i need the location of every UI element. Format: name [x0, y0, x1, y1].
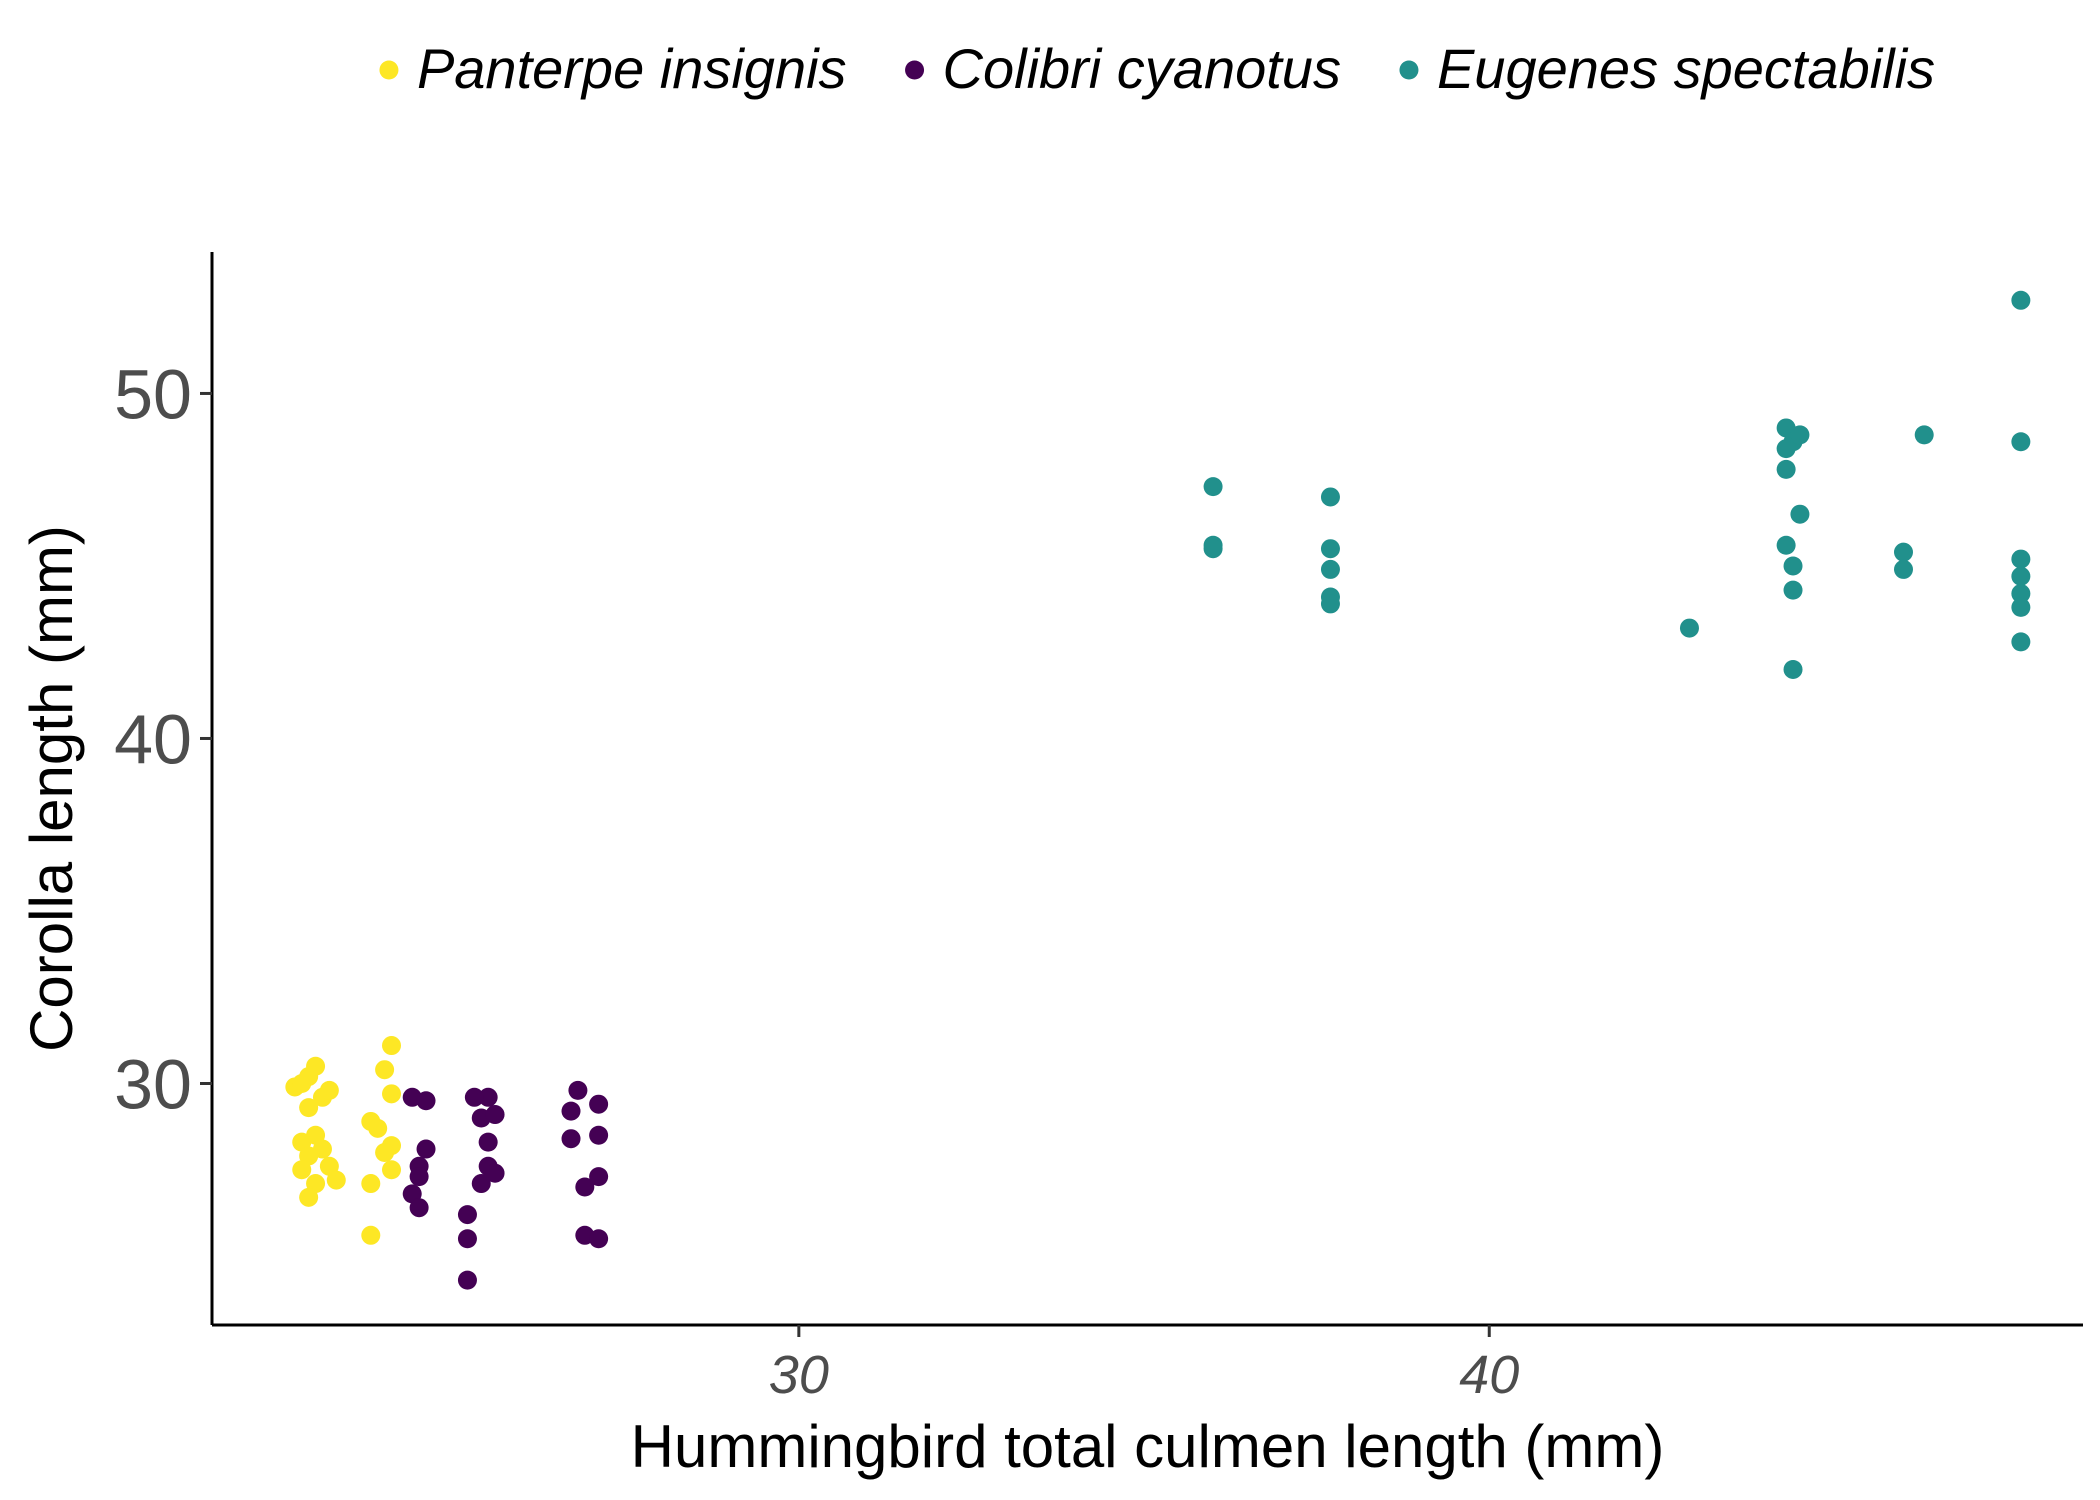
data-point	[1776, 439, 1796, 459]
data-point	[589, 1125, 609, 1145]
data-point	[368, 1118, 388, 1138]
data-point	[568, 1080, 588, 1100]
data-point	[375, 1142, 395, 1162]
y-tick-label: 40	[114, 700, 192, 778]
data-point	[1783, 580, 1803, 600]
data-point	[375, 1060, 395, 1080]
y-tick-label: 30	[114, 1045, 192, 1123]
data-point	[416, 1139, 436, 1159]
data-point	[2011, 632, 2031, 652]
x-tick-label: 40	[1459, 1345, 1519, 1405]
data-point	[1203, 477, 1223, 497]
data-point	[1893, 559, 1913, 579]
data-point	[2011, 432, 2031, 452]
series-panterpe-insignis	[285, 1036, 402, 1245]
data-point	[2011, 597, 2031, 617]
data-point	[299, 1098, 319, 1118]
data-point	[2011, 566, 2031, 586]
data-point	[589, 1229, 609, 1249]
data-point	[485, 1105, 505, 1125]
data-point	[1776, 459, 1796, 479]
data-point	[382, 1160, 402, 1180]
data-point	[1893, 542, 1913, 562]
data-point	[319, 1080, 339, 1100]
data-point	[1320, 594, 1340, 614]
legend-item: Panterpe insignis	[379, 37, 847, 100]
data-point	[361, 1225, 381, 1245]
data-points	[285, 290, 2031, 1290]
data-point	[1320, 559, 1340, 579]
data-point	[2011, 290, 2031, 310]
data-point	[1679, 618, 1699, 638]
y-axis-title: Corolla length (mm)	[18, 525, 85, 1052]
legend-label: Colibri cyanotus	[943, 37, 1341, 100]
data-point	[1320, 539, 1340, 559]
data-point	[1776, 535, 1796, 555]
data-point	[1783, 556, 1803, 576]
data-point	[561, 1101, 581, 1121]
data-point	[478, 1087, 498, 1107]
data-point	[326, 1170, 346, 1190]
data-point	[575, 1177, 595, 1197]
data-point	[2011, 584, 2031, 604]
legend-label: Eugenes spectabilis	[1437, 37, 1935, 100]
y-axis-ticks: 30 40 50	[114, 355, 212, 1123]
x-axis-title: Hummingbird total culmen length (mm)	[631, 1413, 1665, 1480]
data-point	[1914, 425, 1934, 445]
data-point	[361, 1174, 381, 1194]
data-point	[416, 1091, 436, 1111]
legend-key	[379, 60, 399, 80]
data-point	[1320, 487, 1340, 507]
data-point	[382, 1084, 402, 1104]
data-point	[457, 1229, 477, 1249]
data-point	[485, 1163, 505, 1183]
data-point	[457, 1205, 477, 1225]
x-axis-ticks: 30 40	[769, 1325, 1519, 1405]
series-eugenes-spectabilis	[1203, 290, 2031, 679]
legend: Panterpe insignis Colibri cyanotus Eugenes…	[379, 37, 1935, 100]
legend-key	[1399, 60, 1419, 80]
y-tick-label: 50	[114, 355, 192, 433]
data-point	[2011, 549, 2031, 569]
data-point	[409, 1198, 429, 1218]
data-point	[589, 1167, 609, 1187]
data-point	[589, 1094, 609, 1114]
data-point	[464, 1087, 484, 1107]
legend-key	[905, 60, 925, 80]
data-point	[292, 1160, 312, 1180]
data-point	[561, 1129, 581, 1149]
data-point	[299, 1187, 319, 1207]
data-point	[306, 1056, 326, 1076]
data-point	[471, 1174, 491, 1194]
data-point	[1203, 539, 1223, 559]
data-point	[409, 1167, 429, 1187]
data-point	[478, 1132, 498, 1152]
data-point	[1790, 425, 1810, 445]
data-point	[382, 1036, 402, 1056]
legend-item: Eugenes spectabilis	[1399, 37, 1935, 100]
series-colibri-cyanotus	[402, 1080, 609, 1290]
legend-item: Colibri cyanotus	[905, 37, 1341, 100]
data-point	[1783, 659, 1803, 679]
x-tick-label: 30	[769, 1345, 829, 1405]
data-point	[457, 1270, 477, 1290]
legend-label: Panterpe insignis	[417, 37, 847, 100]
data-point	[1790, 504, 1810, 524]
